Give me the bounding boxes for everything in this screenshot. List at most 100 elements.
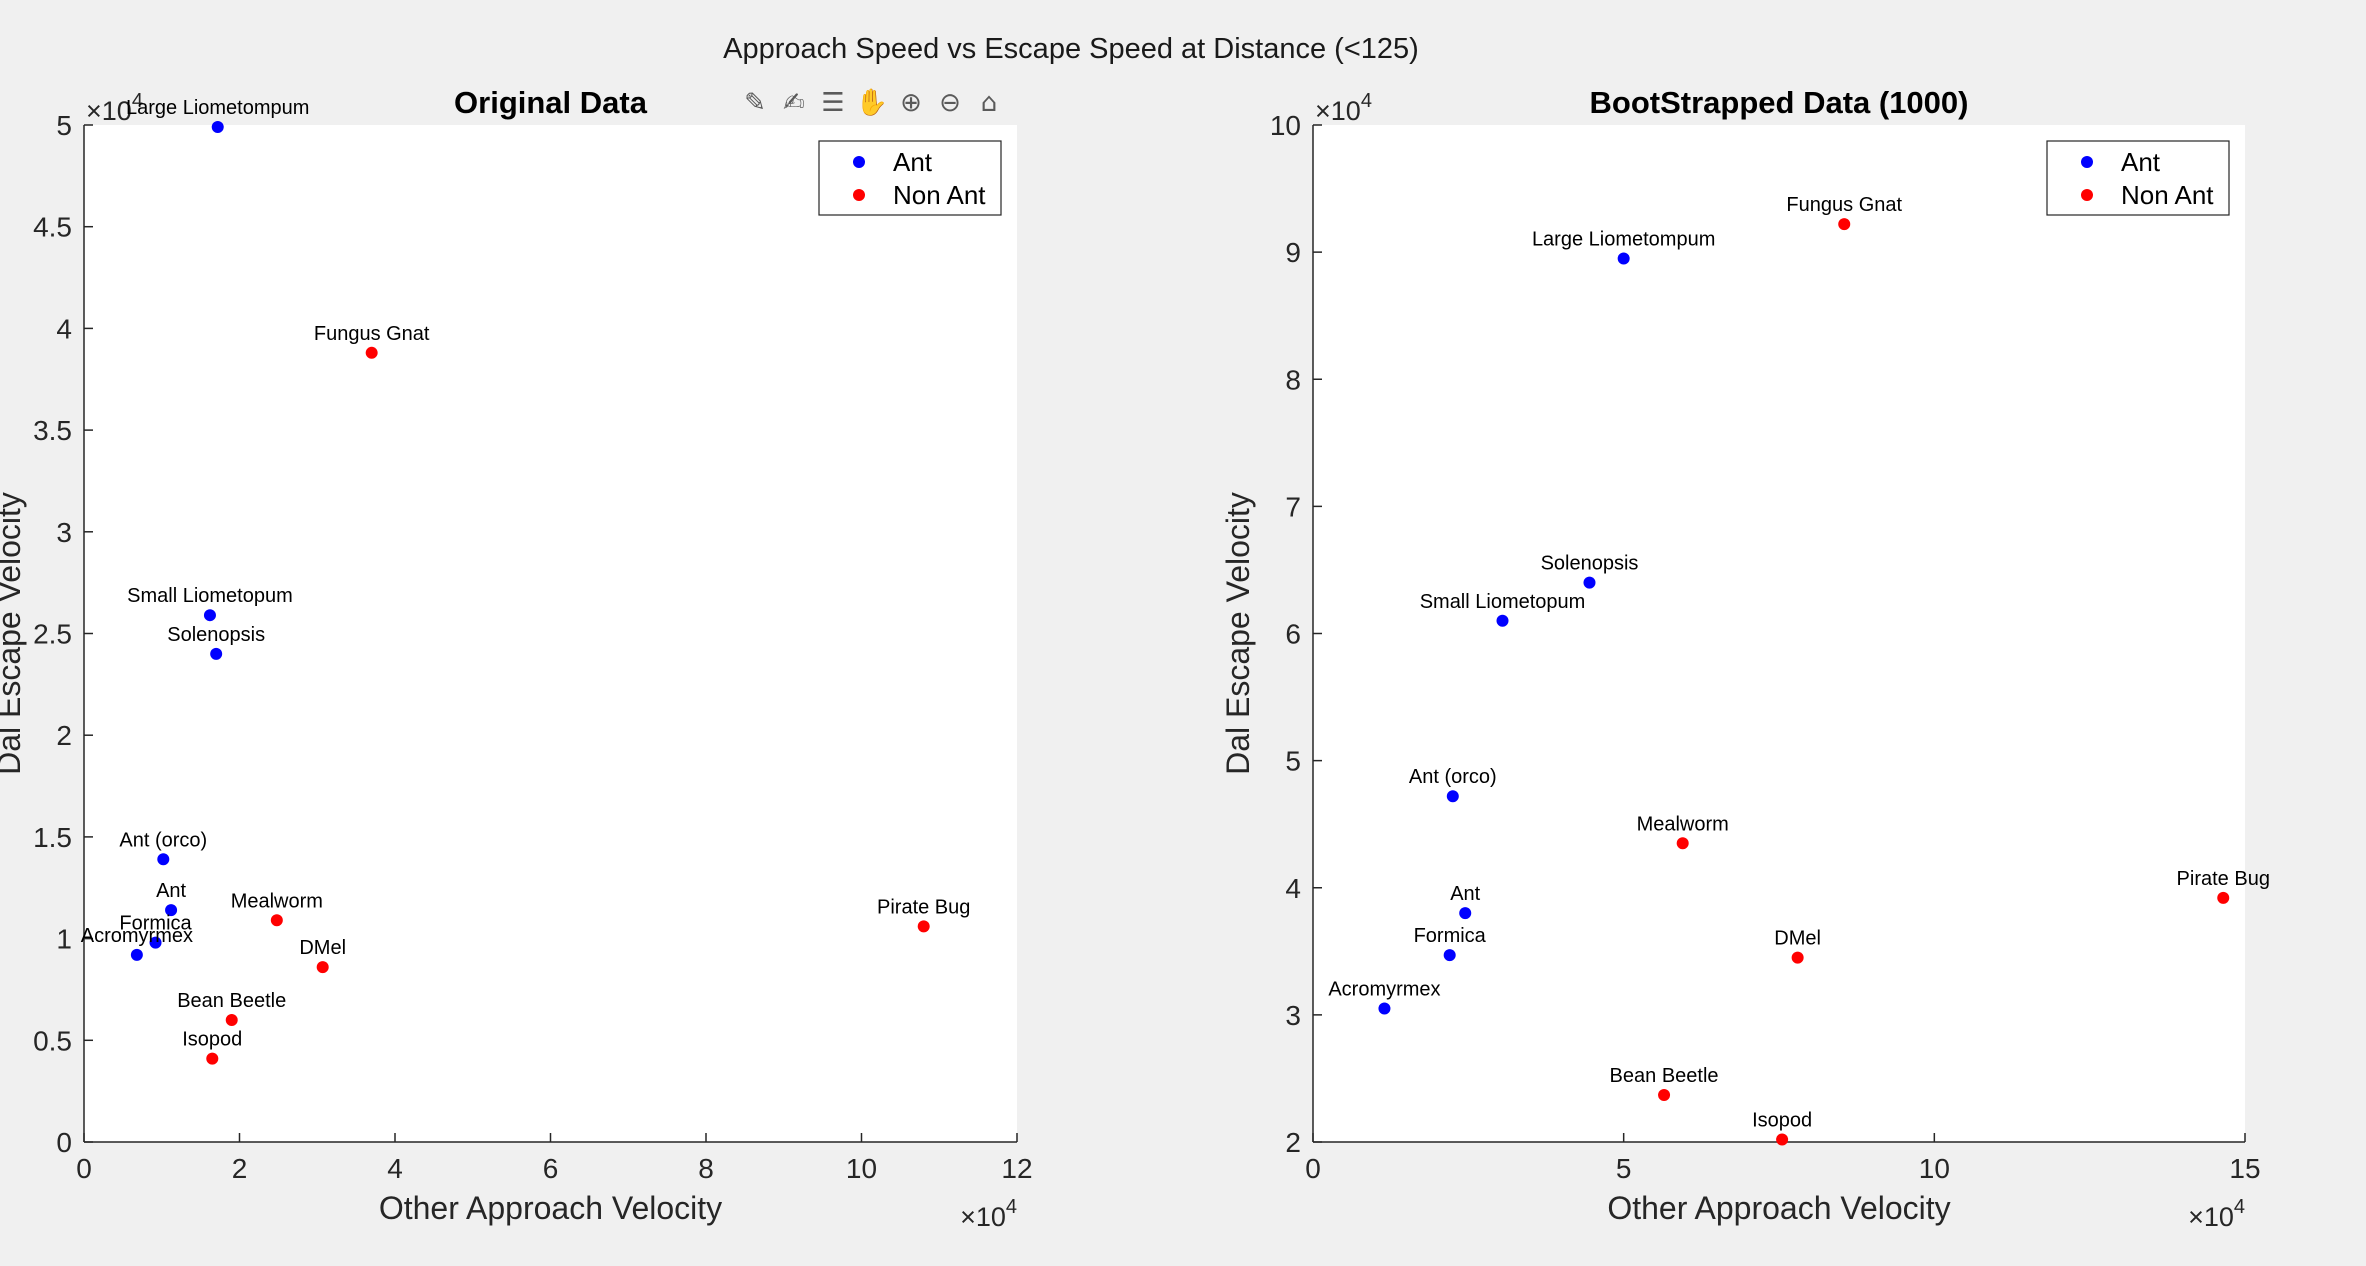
x-tick-label: 8 xyxy=(698,1153,714,1184)
y-tick-label: 8 xyxy=(1285,364,1301,395)
figure-title: Approach Speed vs Escape Speed at Distan… xyxy=(723,33,1419,65)
y-tick-label: 0.5 xyxy=(33,1025,72,1056)
y-tick-label: 5 xyxy=(1285,746,1301,777)
x-tick-label: 15 xyxy=(2229,1153,2260,1184)
plot-original-data: 0 2 4 6 8 10 12 0 0.5 1 1.5 2 2.5 3 3.5 4 4.5 5 Original D… xyxy=(0,85,1033,1232)
series-ant: Large Liometompum Solenopsis Small Liometo… xyxy=(1328,228,1715,1015)
data-point[interactable] xyxy=(1676,837,1689,850)
data-point[interactable] xyxy=(1776,1133,1789,1146)
data-point[interactable] xyxy=(1583,576,1596,589)
x-exponent-label: ×104 xyxy=(2188,1196,2245,1232)
data-point[interactable] xyxy=(365,346,378,359)
data-point[interactable] xyxy=(149,936,162,949)
point-label: Fungus Gnat xyxy=(1786,194,1902,216)
data-point[interactable] xyxy=(130,948,143,961)
y-axis-label: Dal Escape Velocity xyxy=(0,492,27,775)
point-label: Bean Beetle xyxy=(177,990,286,1012)
point-label: Pirate Bug xyxy=(2177,868,2270,890)
point-label: Ant xyxy=(156,880,186,902)
y-tick-label: 4 xyxy=(56,313,72,344)
data-point[interactable] xyxy=(210,647,223,660)
brush-edit-icon[interactable]: ✎ xyxy=(744,88,766,118)
brush-icon[interactable]: ✍ xyxy=(783,88,805,118)
x-axis-label: Other Approach Velocity xyxy=(1607,1190,1950,1226)
datatip-icon[interactable]: ☰ xyxy=(821,88,845,118)
y-tick-label: 5 xyxy=(56,110,72,141)
data-point[interactable] xyxy=(270,914,283,927)
legend-marker xyxy=(2081,189,2093,201)
zoom-in-icon[interactable]: ⊕ xyxy=(900,88,922,118)
data-point[interactable] xyxy=(1459,907,1472,920)
data-point[interactable] xyxy=(1617,252,1630,265)
point-label: Fungus Gnat xyxy=(314,323,430,345)
plot-bootstrapped-data: 0 5 10 15 2 3 4 5 6 7 8 9 10 BootStrapped Data (1000)… xyxy=(1220,85,2270,1232)
point-label: Ant (orco) xyxy=(1409,766,1497,788)
y-axis-label: Dal Escape Velocity xyxy=(1220,492,1256,775)
data-point[interactable] xyxy=(1791,951,1804,964)
legend-entry: Non Ant xyxy=(893,180,986,210)
data-point[interactable] xyxy=(1838,218,1851,231)
point-label: Large Liometompum xyxy=(126,97,309,119)
data-point[interactable] xyxy=(1446,790,1459,803)
series-ant: Large Liometompum Small Liometopum Solenop… xyxy=(81,97,309,961)
x-exponent-label: ×104 xyxy=(960,1196,1017,1232)
x-tick-label: 0 xyxy=(1305,1153,1321,1184)
data-point[interactable] xyxy=(1496,614,1509,627)
y-exponent-base: ×10 xyxy=(86,96,132,126)
point-label: DMel xyxy=(299,937,346,959)
x-tick-label: 0 xyxy=(76,1153,92,1184)
y-exponent-power: 4 xyxy=(132,90,143,112)
y-tick-label: 2 xyxy=(56,720,72,751)
y-tick-label: 4 xyxy=(1285,873,1301,904)
legend-entry: Non Ant xyxy=(2121,180,2214,210)
x-tick-label: 5 xyxy=(1616,1153,1632,1184)
x-axis-label: Other Approach Velocity xyxy=(379,1190,722,1226)
data-point[interactable] xyxy=(225,1013,238,1026)
data-point[interactable] xyxy=(203,609,216,622)
y-tick-label: 3 xyxy=(56,517,72,548)
data-point[interactable] xyxy=(917,920,930,933)
zoom-out-icon[interactable]: ⊖ xyxy=(939,88,961,118)
point-label: Acromyrmex xyxy=(81,925,193,947)
data-point[interactable] xyxy=(165,904,178,917)
home-icon[interactable]: ⌂ xyxy=(980,88,998,118)
y-tick-label: 6 xyxy=(1285,619,1301,650)
data-point[interactable] xyxy=(211,121,224,134)
data-point[interactable] xyxy=(1658,1088,1671,1101)
x-tick-label: 12 xyxy=(1001,1153,1032,1184)
point-label: Ant xyxy=(1450,883,1480,905)
legend-entry: Ant xyxy=(2121,147,2161,177)
x-tick-label: 2 xyxy=(232,1153,248,1184)
legend-box xyxy=(818,140,1002,216)
point-label: Ant (orco) xyxy=(119,829,207,851)
point-label: Pirate Bug xyxy=(877,896,970,918)
point-label: Isopod xyxy=(1752,1109,1812,1131)
data-point[interactable] xyxy=(316,961,329,974)
data-point[interactable] xyxy=(157,853,170,866)
y-tick-label: 3.5 xyxy=(33,415,72,446)
point-label: Solenopsis xyxy=(1541,553,1639,575)
y-tick-label: 0 xyxy=(56,1127,72,1158)
y-exponent-base: ×10 xyxy=(1315,96,1361,126)
point-label: Formica xyxy=(1414,925,1487,947)
axes-title: Original Data xyxy=(454,85,648,120)
data-point[interactable] xyxy=(206,1052,219,1065)
pan-icon[interactable]: ✋ xyxy=(855,88,889,118)
point-label: DMel xyxy=(1774,928,1821,950)
y-tick-label: 1.5 xyxy=(33,822,72,853)
y-tick-label: 10 xyxy=(1270,110,1301,141)
x-exponent-power: 4 xyxy=(1006,1196,1017,1218)
y-tick-label: 2 xyxy=(1285,1127,1301,1158)
x-tick-label: 10 xyxy=(846,1153,877,1184)
legend-entry: Ant xyxy=(893,147,933,177)
data-point[interactable] xyxy=(1378,1002,1391,1015)
x-tick-label: 6 xyxy=(543,1153,559,1184)
y-tick-label: 4.5 xyxy=(33,212,72,243)
y-tick-label: 7 xyxy=(1285,491,1301,522)
data-point[interactable] xyxy=(1443,949,1456,962)
data-point[interactable] xyxy=(2217,891,2230,904)
y-exponent-label: ×104 xyxy=(1315,90,1372,126)
legend-box xyxy=(2046,140,2230,216)
